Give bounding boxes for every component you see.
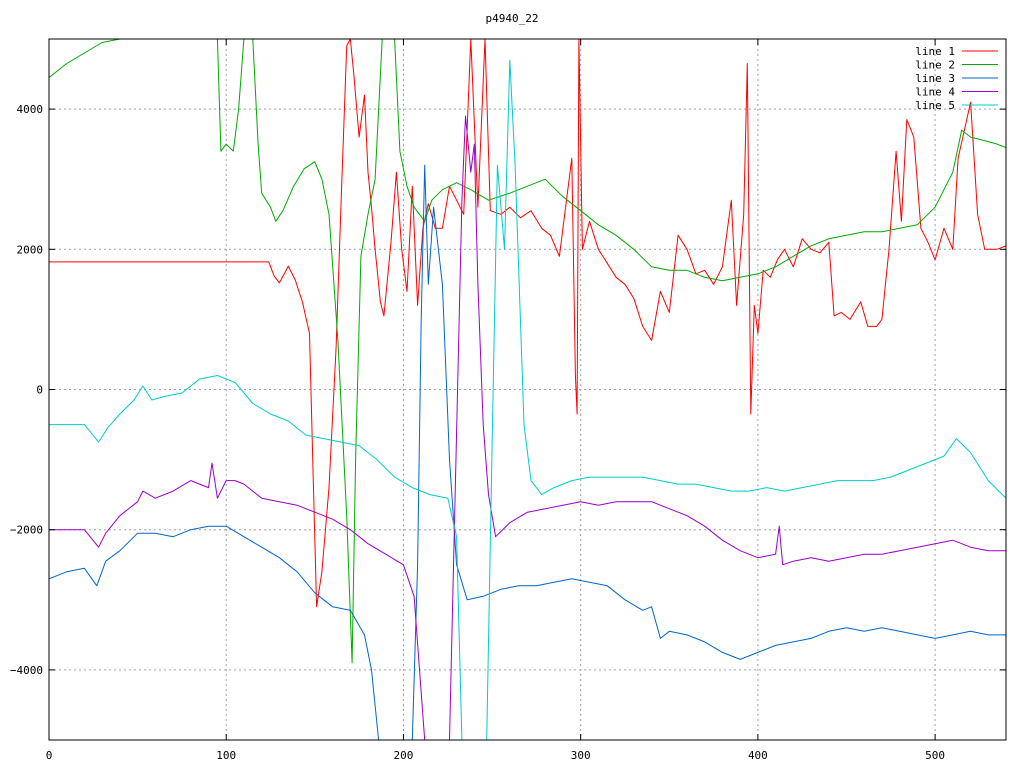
legend-label-3: line 3	[915, 72, 955, 85]
legend-label-5: line 5	[915, 99, 955, 112]
legend-label-4: line 4	[915, 86, 955, 99]
y-tick-label: 0	[36, 384, 43, 397]
series-line-5	[49, 59, 1006, 740]
series-line-4	[49, 115, 1006, 740]
x-tick-label: 400	[748, 749, 768, 762]
x-tick-label: 0	[46, 749, 53, 762]
series-line-3	[49, 164, 1006, 740]
series-line-1	[49, 39, 1006, 608]
x-tick-label: 200	[394, 749, 414, 762]
x-tick-label: 300	[571, 749, 591, 762]
series-line-2	[49, 39, 1006, 664]
y-tick-label: 2000	[17, 243, 44, 256]
series-lines	[49, 39, 1006, 740]
legend-label-2: line 2	[915, 59, 955, 72]
legend-label-1: line 1	[915, 45, 955, 58]
x-tick-label: 100	[216, 749, 236, 762]
y-tick-label: −2000	[10, 524, 43, 537]
y-tick-label: −4000	[10, 664, 43, 677]
y-tick-label: 4000	[17, 103, 44, 116]
x-tick-label: 500	[925, 749, 945, 762]
axis-ticks: 0 100 200 300 400 500 −4000 −2000 0 2000 4000	[10, 39, 1006, 762]
chart-title: p4940_22	[486, 12, 539, 25]
